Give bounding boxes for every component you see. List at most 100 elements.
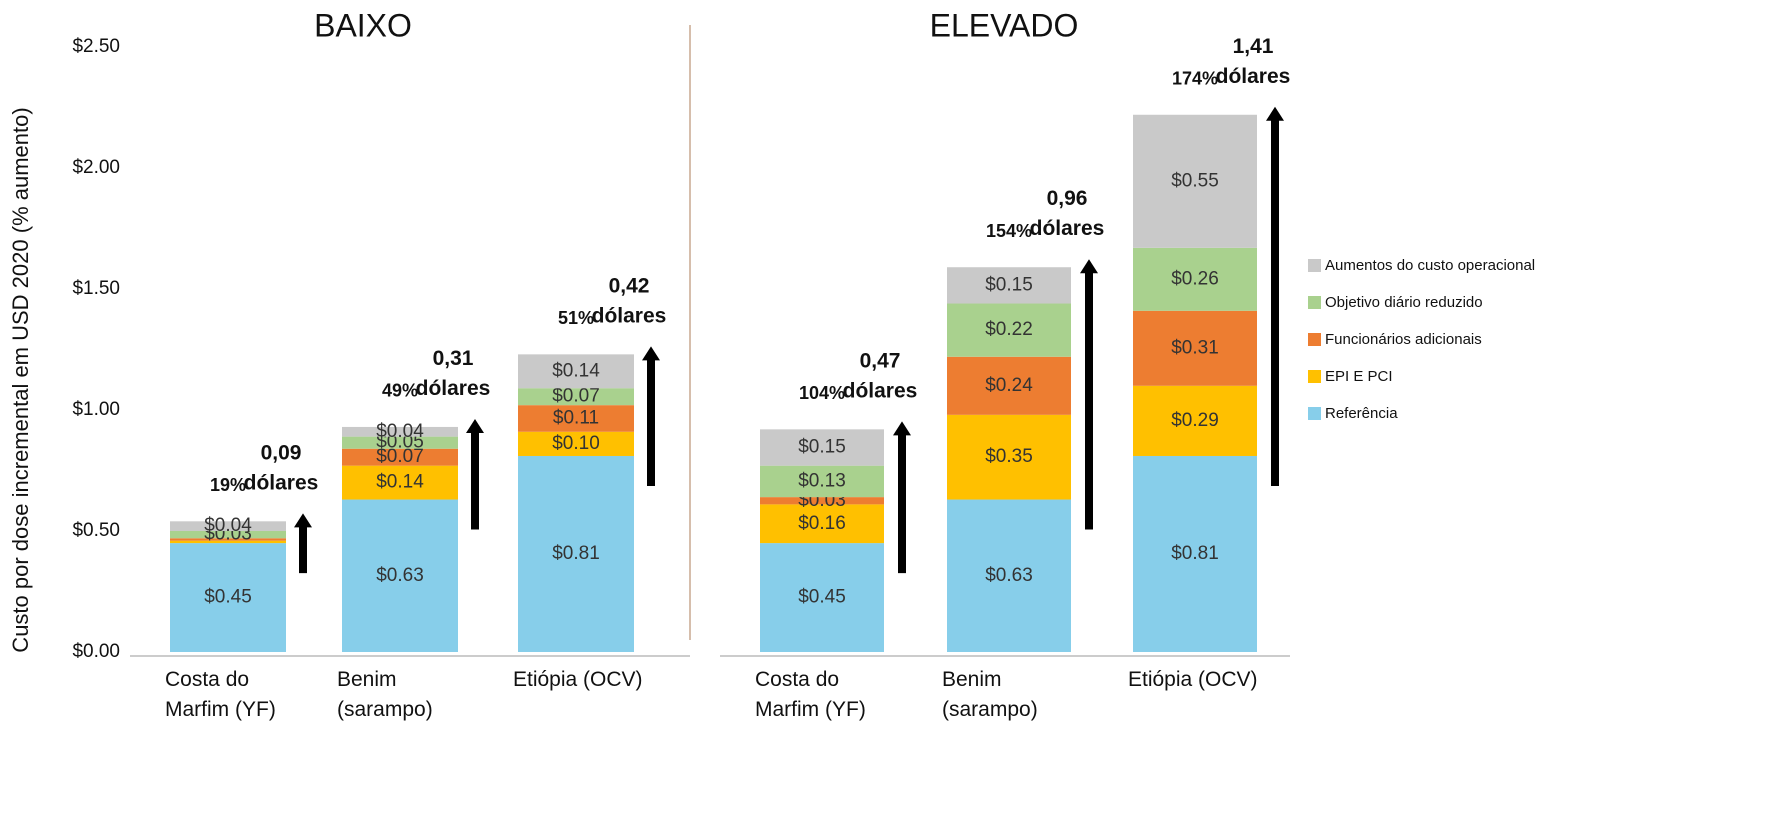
increase-line: 0,96 (1047, 187, 1088, 210)
bar-segment (760, 504, 884, 544)
increase-line: 0,42 (609, 274, 650, 297)
x-tick-line: Costa do (755, 668, 839, 691)
bar-segment (170, 540, 286, 544)
bar-segment (170, 543, 286, 652)
increase-line: dólares (244, 471, 319, 494)
value-label: $0.81 (552, 543, 600, 564)
bar-segment (760, 543, 884, 652)
value-label: $0.24 (985, 375, 1033, 396)
chart-title: ELEVADO (930, 7, 1079, 43)
legend-swatch (1308, 296, 1321, 309)
value-label: $0.16 (798, 513, 846, 534)
bar-segment (518, 354, 634, 389)
increase-line: 0,31 (433, 346, 474, 369)
legend-label: Objetivo diário reduzido (1325, 294, 1483, 311)
x-tick-line: Benim (942, 668, 1002, 691)
value-label: $0.55 (1171, 170, 1219, 191)
increase-arrowhead (466, 418, 484, 433)
increase-line: dólares (592, 304, 667, 327)
y-tick-label: $0.00 (72, 641, 120, 662)
x-tick-line: (sarampo) (942, 698, 1038, 721)
x-tick-label: Etiópia (OCV) (513, 668, 643, 691)
legend-label: Aumentos do custo operacional (1325, 257, 1535, 274)
increase-label: 0,47 dólares (843, 349, 918, 402)
x-tick-line: Marfim (YF) (165, 698, 276, 721)
increase-label: 0,42 dólares (592, 274, 667, 327)
bar-segment (342, 448, 458, 466)
bar-segment (760, 429, 884, 466)
value-label: $0.31 (1171, 337, 1219, 358)
increase-label: 0,09 dólares (244, 441, 319, 494)
increase-arrowhead (893, 421, 911, 436)
increase-arrowhead (294, 513, 312, 528)
increase-line: dólares (416, 376, 491, 399)
increase-arrowhead (642, 346, 660, 361)
value-label: $0.15 (985, 274, 1033, 295)
bar-segment (760, 465, 884, 498)
legend-swatch (1308, 407, 1321, 420)
bar-segment (947, 356, 1071, 415)
legend-label: Referência (1325, 405, 1398, 422)
percent-label: 154% (986, 221, 1032, 241)
increase-line: 0,09 (261, 441, 302, 464)
percent-label: 49% (382, 381, 418, 401)
value-label: $0.14 (552, 360, 600, 381)
bar-segment (170, 521, 286, 531)
x-tick-line: (sarampo) (337, 698, 433, 721)
value-label: $0.11 (553, 407, 599, 428)
increase-line: dólares (1030, 217, 1105, 240)
value-label: $0.26 (1171, 268, 1219, 289)
value-label: $0.63 (376, 565, 424, 586)
x-tick-label: Etiópia (OCV) (1128, 668, 1258, 691)
x-tick-label: Benim (sarampo) (942, 668, 1038, 721)
value-label: $0.13 (798, 470, 846, 491)
bar-segment (518, 455, 634, 652)
value-label: $0.45 (798, 587, 846, 608)
increase-line: dólares (1216, 64, 1291, 87)
bar-segment (518, 431, 634, 456)
bar-segment (1133, 455, 1257, 652)
bar-segment (1133, 114, 1257, 248)
x-tick-line: Etiópia (OCV) (513, 668, 643, 691)
value-label: $0.35 (985, 446, 1033, 467)
increase-label: 1,41 dólares (1216, 34, 1291, 87)
bar-segment (1133, 310, 1257, 386)
legend-label: EPI E PCI (1325, 368, 1393, 385)
legend-swatch (1308, 370, 1321, 383)
x-tick-label: Costa do Marfim (YF) (755, 668, 866, 721)
x-tick-line: Marfim (YF) (755, 698, 866, 721)
legend-swatch (1308, 259, 1321, 272)
y-tick-label: $1.00 (72, 399, 120, 420)
percent-label: 51% (558, 308, 594, 328)
bar-segment (342, 436, 458, 449)
increase-arrowhead (1080, 259, 1098, 274)
value-label: $0.22 (985, 319, 1033, 340)
value-label: $0.29 (1171, 410, 1219, 431)
percent-label: 104% (799, 383, 845, 403)
percent-label: 19% (210, 475, 246, 495)
percent-label: 174% (1172, 69, 1218, 89)
x-tick-line: Benim (337, 668, 397, 691)
bar-segment (170, 531, 286, 539)
bar-segment (947, 499, 1071, 652)
increase-line: dólares (843, 379, 918, 402)
legend-label: Funcionários adicionais (1325, 331, 1482, 348)
bar-segment (947, 267, 1071, 304)
increase-label: 0,96 dólares (1030, 187, 1105, 240)
value-label: $0.04 (204, 515, 252, 536)
bar-segment (342, 426, 458, 437)
x-tick-line: Etiópia (OCV) (1128, 668, 1258, 691)
bar-segment (518, 388, 634, 406)
value-label: $0.14 (376, 472, 424, 493)
chart-title: BAIXO (314, 7, 412, 43)
bar-segment (170, 538, 286, 541)
value-label: $0.10 (552, 433, 600, 454)
bar-segment (947, 303, 1071, 357)
value-label: $0.81 (1171, 543, 1219, 564)
y-axis-label: Custo por dose incremental em USD 2020 (… (8, 107, 33, 652)
x-tick-label: Costa do Marfim (YF) (165, 668, 276, 721)
increase-line: 0,47 (860, 349, 901, 372)
value-label: $0.04 (376, 421, 424, 442)
y-tick-label: $0.50 (72, 520, 120, 541)
